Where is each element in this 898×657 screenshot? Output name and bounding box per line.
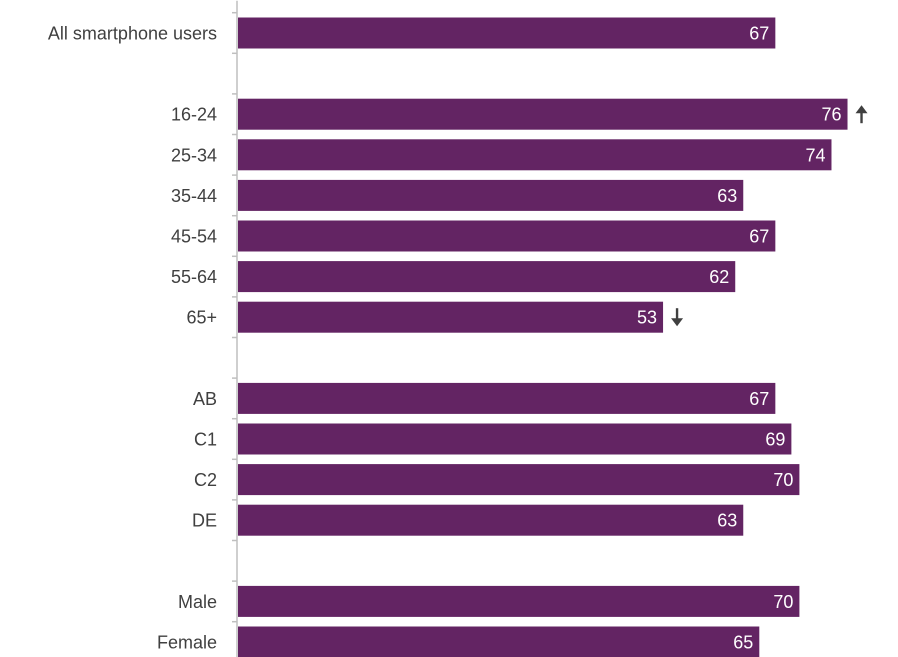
bar	[238, 220, 776, 252]
bar	[238, 464, 800, 496]
bar	[238, 382, 776, 414]
data-label: 53	[637, 308, 657, 328]
bar	[238, 585, 800, 617]
category-label: All smartphone users	[48, 24, 217, 44]
axis-ticks	[232, 11, 237, 623]
category-label: C2	[194, 470, 217, 490]
category-label: 25-34	[171, 145, 217, 165]
data-label: 67	[749, 227, 769, 247]
data-label: 70	[773, 592, 793, 612]
category-label: 65+	[186, 308, 217, 328]
data-label: 69	[765, 430, 785, 450]
category-label: AB	[193, 389, 217, 409]
category-label: Male	[178, 592, 217, 612]
data-label: 65	[733, 633, 753, 653]
category-labels: All smartphone users 16-24 25-34 35-44 45-54…	[48, 24, 217, 653]
bars	[238, 17, 848, 657]
bar	[238, 626, 760, 657]
data-label: 63	[717, 511, 737, 531]
category-label: 16-24	[171, 105, 217, 125]
bar	[238, 139, 832, 171]
data-label: 67	[749, 389, 769, 409]
bar	[238, 423, 792, 455]
data-label: 67	[749, 24, 769, 44]
bar	[238, 98, 848, 130]
data-labels: 67 76 74 63 67 62 53 67 69 70 63 70 65	[637, 24, 841, 653]
bar	[238, 261, 736, 293]
arrow-down-icon	[671, 308, 684, 327]
bar	[238, 504, 744, 536]
data-label: 62	[709, 267, 729, 287]
category-label: 45-54	[171, 227, 217, 247]
category-label: 55-64	[171, 267, 217, 287]
bar	[238, 17, 776, 49]
bar	[238, 179, 744, 211]
category-label: 35-44	[171, 186, 217, 206]
category-label: DE	[192, 511, 217, 531]
category-label: C1	[194, 430, 217, 450]
data-label: 76	[821, 105, 841, 125]
data-label: 74	[805, 145, 825, 165]
significance-arrows	[671, 105, 868, 327]
bar	[238, 301, 664, 333]
category-label: Female	[157, 633, 217, 653]
data-label: 63	[717, 186, 737, 206]
arrow-up-icon	[855, 105, 868, 124]
data-label: 70	[773, 470, 793, 490]
